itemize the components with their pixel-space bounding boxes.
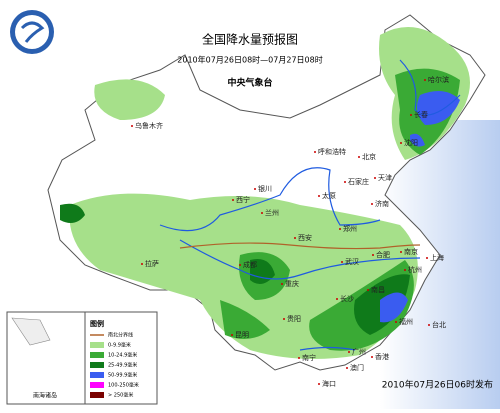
city-dot <box>131 125 133 127</box>
legend-label: 50-99.9毫米 <box>108 372 137 379</box>
legend: 南北分界线 0-9.9毫米 10-24.9毫米 25-49.9毫米 50-99.9毫米 1… <box>90 332 139 399</box>
legend-swatch <box>90 382 104 388</box>
city-dot <box>254 188 256 190</box>
legend-swatch <box>90 392 104 398</box>
city-dot <box>318 383 320 385</box>
city-label: 天津 <box>378 174 392 182</box>
city-dot <box>367 289 369 291</box>
city-label: 南宁 <box>302 353 316 362</box>
legend-title: 图例 <box>90 319 104 328</box>
city-dot <box>294 237 296 239</box>
city-dot <box>372 254 374 256</box>
city-dot <box>371 356 373 358</box>
city-dot <box>374 177 376 179</box>
city-label: 兰州 <box>265 208 279 217</box>
map-subtitle: 2010年07月26日08时—07月27日08时 <box>177 55 322 65</box>
city-label: 哈尔滨 <box>428 75 449 84</box>
legend-label: 100-250毫米 <box>108 382 139 389</box>
city-label: 贵阳 <box>287 314 301 323</box>
city-label: 沈阳 <box>404 138 418 147</box>
city-dot <box>341 261 343 263</box>
city-label: 北京 <box>362 152 376 161</box>
issue-time: 2010年07月26日06时发布 <box>382 379 493 391</box>
city-dot <box>346 367 348 369</box>
city-dot <box>239 264 241 266</box>
city-label: 石家庄 <box>348 177 369 186</box>
city-dot <box>424 79 426 81</box>
city-label: 拉萨 <box>145 259 159 268</box>
legend-label: 10-24.9毫米 <box>108 352 137 359</box>
city-label: 杭州 <box>408 265 422 274</box>
city-label: 澳门 <box>350 363 364 372</box>
city-label: 合肥 <box>376 250 390 259</box>
city-dot <box>344 181 346 183</box>
city-dot <box>348 351 350 353</box>
city-label: 南京 <box>404 247 418 256</box>
legend-swatch <box>90 342 104 348</box>
city-dot <box>371 203 373 205</box>
city-dot <box>283 318 285 320</box>
legend-label: > 250毫米 <box>108 392 133 399</box>
city-dot <box>400 142 402 144</box>
city-dot <box>318 195 320 197</box>
city-label: 长春 <box>414 110 428 119</box>
city-dot <box>428 324 430 326</box>
city-dot <box>314 151 316 153</box>
legend-label: 0-9.9毫米 <box>108 342 131 349</box>
city-label: 福州 <box>399 317 413 326</box>
city-label: 呼和浩特 <box>318 147 346 156</box>
agency: 中央气象台 <box>227 77 272 89</box>
city-label: 郑州 <box>343 225 357 233</box>
legend-swatch <box>90 372 104 378</box>
city-label: 乌鲁木齐 <box>135 121 163 130</box>
city-dot <box>410 114 412 116</box>
city-label: 济南 <box>375 199 389 208</box>
legend-label: 南北分界线 <box>108 332 133 339</box>
city-dot <box>336 298 338 300</box>
city-label: 上海 <box>430 253 444 262</box>
city-dot <box>395 321 397 323</box>
city-label: 成都 <box>243 260 257 269</box>
city-label: 武汉 <box>345 257 359 266</box>
map-title: 全国降水量预报图 <box>202 32 298 47</box>
rivers <box>159 59 461 351</box>
city-label: 香港 <box>375 352 389 361</box>
city-label: 太原 <box>322 191 336 200</box>
inset-label: 南海诸岛 <box>33 392 57 400</box>
city-label: 台北 <box>432 320 446 329</box>
city-label: 长沙 <box>340 294 354 303</box>
city-dot <box>400 251 402 253</box>
city-label: 广州 <box>352 347 366 356</box>
city-label: 昆明 <box>235 331 249 339</box>
city-dot <box>358 156 360 158</box>
city-dot <box>404 269 406 271</box>
city-label: 海口 <box>322 379 336 388</box>
city-dot <box>141 263 143 265</box>
city-dot <box>281 283 283 285</box>
city-dot <box>232 199 234 201</box>
city-dot <box>261 212 263 214</box>
city-dot <box>231 334 233 336</box>
city-dot <box>339 228 341 230</box>
legend-box: 南海诸岛 图例 <box>6 311 158 405</box>
legend-label: 25-49.9毫米 <box>108 362 137 369</box>
city-dot <box>298 357 300 359</box>
rain-areas <box>60 27 470 359</box>
legend-swatch <box>90 352 104 358</box>
logo <box>10 10 54 54</box>
city-label: 西宁 <box>236 195 250 204</box>
city-label: 银川 <box>258 184 272 193</box>
city-dot <box>426 257 428 259</box>
legend-swatch <box>90 362 104 368</box>
north-south-boundary <box>179 242 421 250</box>
city-label: 重庆 <box>285 279 299 288</box>
city-label: 西安 <box>298 233 312 242</box>
city-label: 南昌 <box>371 285 385 294</box>
